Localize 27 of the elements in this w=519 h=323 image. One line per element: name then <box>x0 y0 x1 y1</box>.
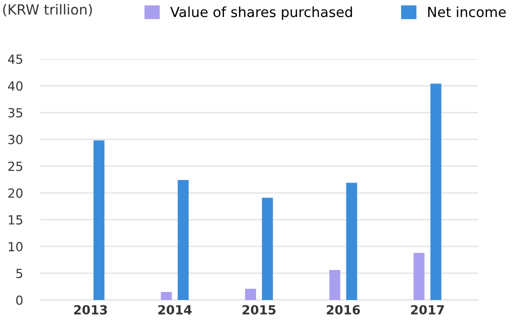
x-tick-label: 2013 <box>74 305 107 315</box>
legend-label: Net income <box>428 6 506 18</box>
bar <box>93 140 104 300</box>
y-tick-label: 45 <box>8 54 22 64</box>
bar <box>262 198 273 300</box>
x-tick-label: 2016 <box>326 305 360 315</box>
x-tick-label: 2017 <box>411 305 444 315</box>
x-tick-label: 2015 <box>242 305 276 315</box>
bar <box>178 180 189 300</box>
y-tick-label: 25 <box>8 162 22 172</box>
bar <box>430 84 442 300</box>
y-tick-label: 30 <box>8 134 23 144</box>
legend-label: Value of shares purchased <box>170 6 352 20</box>
bar <box>346 182 358 300</box>
y-axis-title: (KRW trillion) <box>3 4 92 16</box>
bar <box>414 252 425 300</box>
bar <box>245 288 256 300</box>
y-tick-label: 40 <box>8 81 23 91</box>
y-tick-label: 0 <box>16 295 23 305</box>
y-tick-label: 35 <box>8 108 22 118</box>
y-tick-label: 20 <box>8 188 23 198</box>
x-tick-label: 2014 <box>158 305 192 315</box>
bar <box>160 292 172 300</box>
y-tick-label: 15 <box>8 215 22 225</box>
y-tick-label: 5 <box>16 268 22 278</box>
y-tick-label: 10 <box>8 242 23 252</box>
bar <box>329 270 340 300</box>
